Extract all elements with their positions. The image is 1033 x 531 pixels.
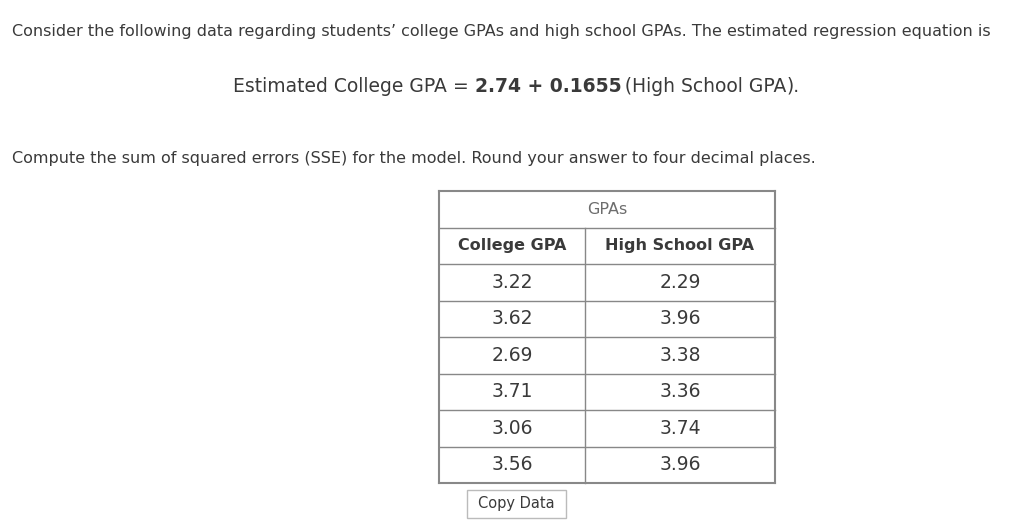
Text: 3.74: 3.74 — [659, 419, 700, 438]
Text: Consider the following data regarding students’ college GPAs and high school GPA: Consider the following data regarding st… — [12, 24, 991, 39]
Text: ).: ). — [787, 76, 800, 96]
Text: Copy Data: Copy Data — [478, 496, 555, 511]
Text: 3.96: 3.96 — [659, 310, 700, 329]
Text: 2.74 + 0.1655: 2.74 + 0.1655 — [475, 76, 621, 96]
FancyBboxPatch shape — [467, 490, 566, 518]
Text: High School GPA: High School GPA — [632, 76, 787, 96]
Text: =: = — [447, 76, 475, 96]
Text: (: ( — [621, 76, 632, 96]
Text: 3.56: 3.56 — [492, 456, 533, 475]
Text: Compute the sum of squared errors (SSE) for the model. Round your answer to four: Compute the sum of squared errors (SSE) … — [12, 151, 816, 166]
Text: 3.38: 3.38 — [659, 346, 700, 365]
Text: 3.22: 3.22 — [492, 273, 533, 292]
Text: 3.62: 3.62 — [492, 310, 533, 329]
Text: High School GPA: High School GPA — [605, 238, 754, 253]
Text: 3.36: 3.36 — [659, 382, 700, 401]
Text: 2.29: 2.29 — [659, 273, 700, 292]
Text: 3.06: 3.06 — [492, 419, 533, 438]
Text: 3.96: 3.96 — [659, 456, 700, 475]
Text: Estimated College GPA: Estimated College GPA — [233, 76, 447, 96]
Text: 2.69: 2.69 — [492, 346, 533, 365]
Text: College GPA: College GPA — [458, 238, 566, 253]
Text: 3.71: 3.71 — [492, 382, 533, 401]
Text: GPAs: GPAs — [587, 202, 627, 217]
